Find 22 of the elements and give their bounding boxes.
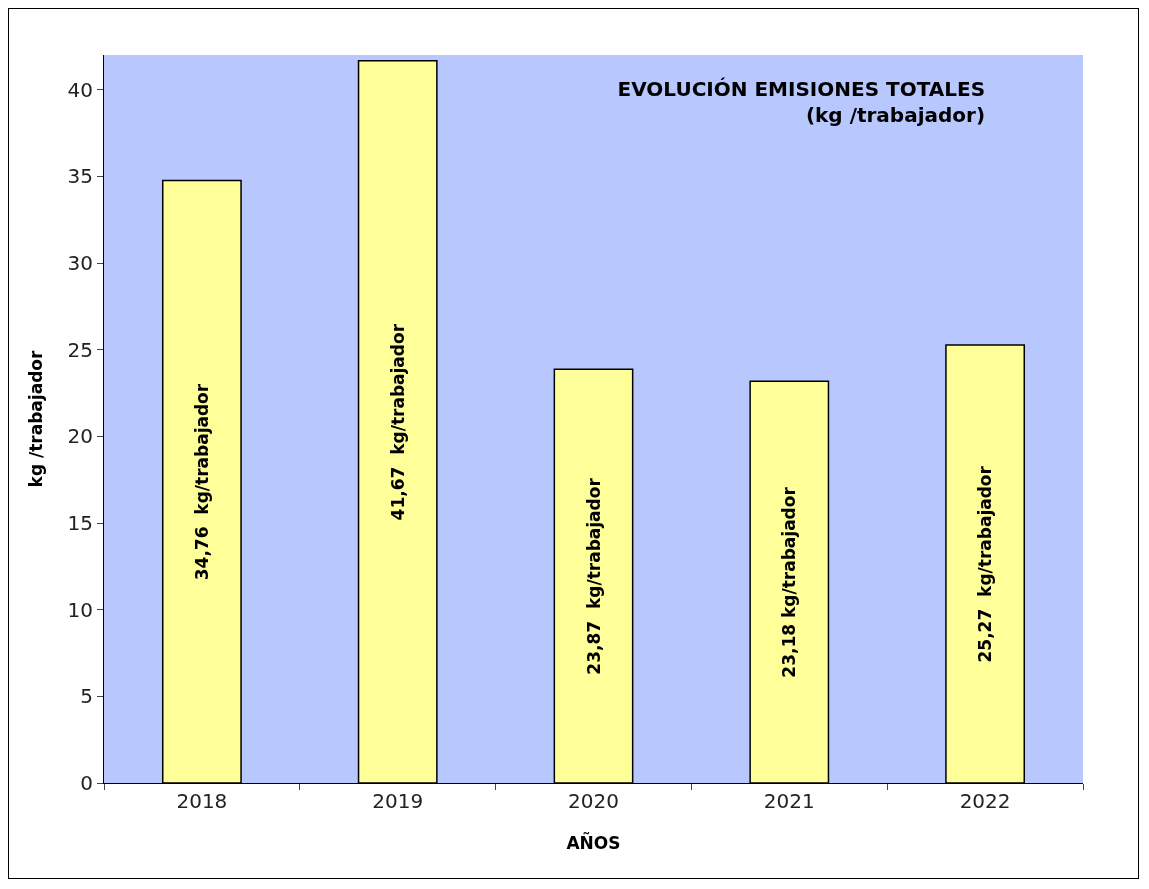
y-axis-title: kg /trabajador [26, 350, 47, 488]
data-label: 41,67 kg/trabajador [387, 323, 408, 521]
x-tick-label: 2020 [568, 789, 619, 813]
y-tick-label: 0 [80, 771, 93, 795]
y-tick-label: 5 [80, 684, 93, 709]
x-tick-label: 2019 [372, 789, 424, 813]
x-tick-label: 2021 [763, 789, 815, 813]
data-label: 34,76 kg/trabajador [191, 383, 212, 581]
data-label: 23,18 kg/trabajador [779, 486, 800, 678]
y-tick-label: 10 [67, 597, 93, 622]
y-tick-label: 25 [67, 337, 93, 362]
y-tick-label: 40 [67, 77, 93, 102]
y-tick-label: 30 [67, 251, 93, 275]
data-label: 25,27 kg/trabajador [975, 465, 996, 663]
y-tick-label: 15 [67, 511, 93, 535]
text: EVOLUCIÓN EMISIONES TOTALES (kg /trabajador) [617, 76, 986, 127]
data-label: 23,87 kg/trabajador [583, 477, 604, 675]
y-tick-label: 35 [67, 164, 93, 189]
x-tick-label: 2022 [959, 789, 1011, 813]
y-tick-label: 20 [67, 424, 93, 449]
x-axis-title: AÑOS [566, 831, 621, 854]
x-tick-label: 2018 [176, 789, 228, 813]
